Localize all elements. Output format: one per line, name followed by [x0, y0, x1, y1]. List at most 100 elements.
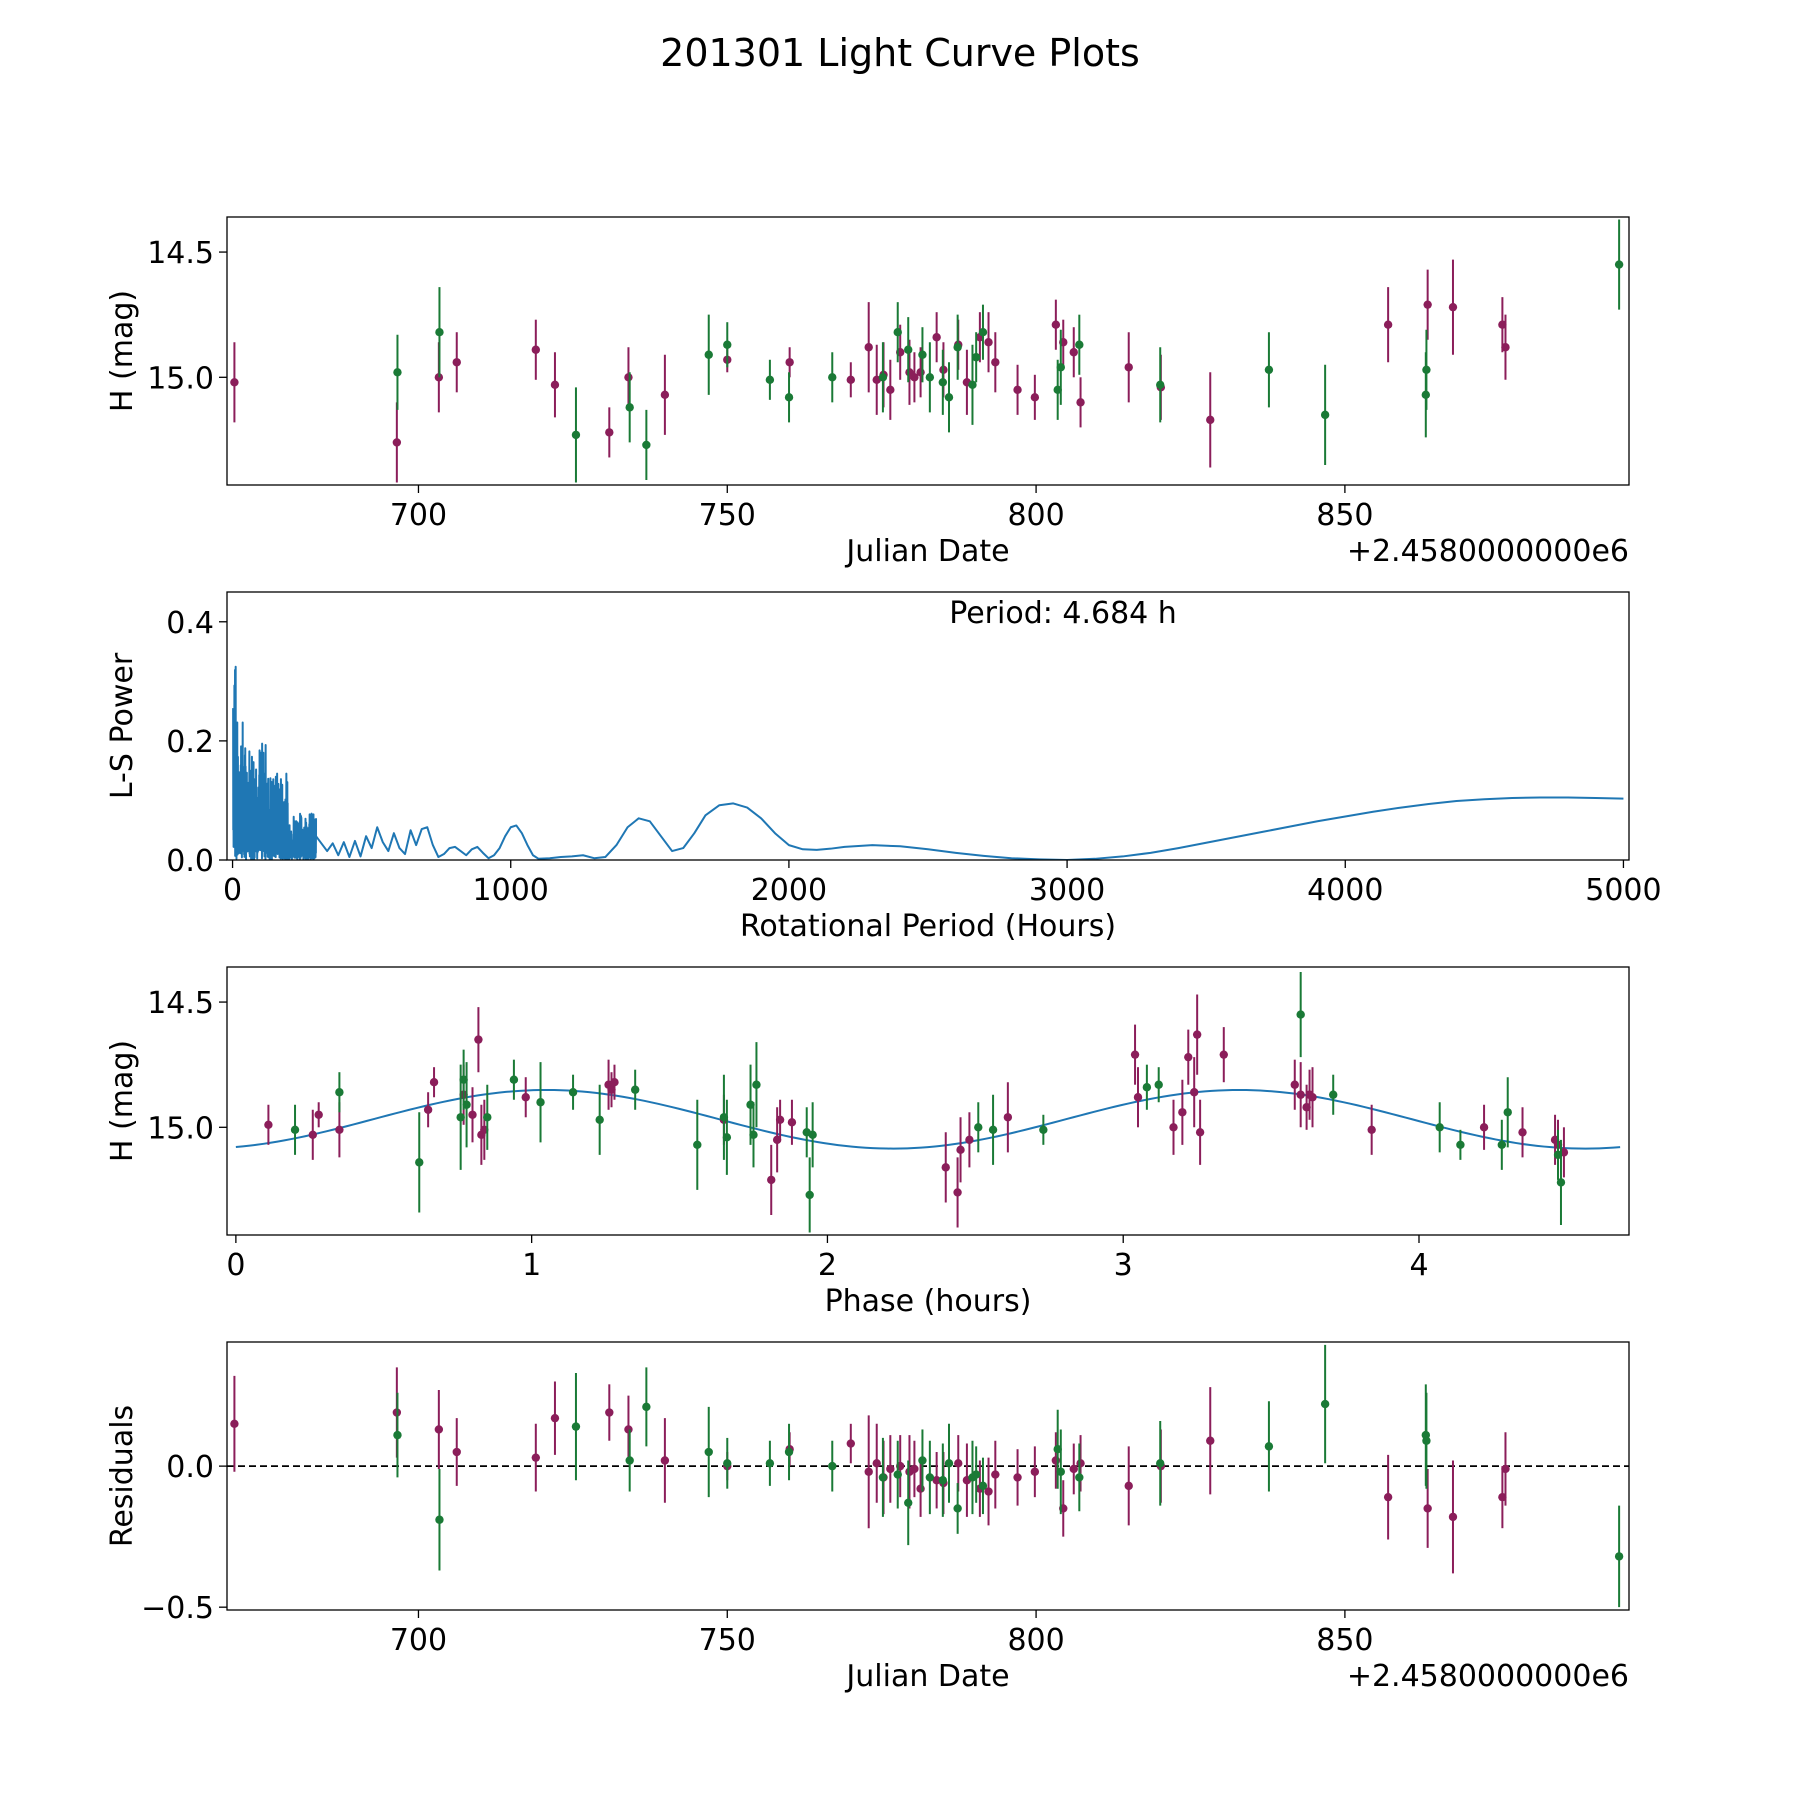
- data-point: [918, 350, 927, 359]
- data-point: [1422, 1436, 1431, 1445]
- data-point: [531, 1453, 541, 1462]
- data-point: [846, 1439, 855, 1448]
- x-tick-label: 750: [699, 1623, 756, 1658]
- figure-title: 201301 Light Curve Plots: [660, 31, 1140, 75]
- data-point: [462, 1100, 471, 1109]
- data-point: [956, 1145, 965, 1155]
- x-axis-label: Rotational Period (Hours): [740, 909, 1116, 944]
- data-point: [991, 1470, 1000, 1479]
- data-point: [1501, 343, 1510, 352]
- data-point: [932, 333, 941, 342]
- data-point: [1069, 1464, 1078, 1474]
- data-point: [595, 1115, 604, 1124]
- y-tick-label: 0.4: [166, 606, 214, 641]
- data-point: [925, 1473, 935, 1482]
- data-point: [435, 1515, 444, 1524]
- data-point: [660, 390, 670, 400]
- x-tick-label: 1000: [473, 873, 549, 908]
- data-point: [910, 373, 919, 382]
- data-point: [625, 403, 634, 412]
- data-point: [878, 1473, 888, 1482]
- data-point: [878, 373, 888, 382]
- series-band-B: [393, 219, 1624, 483]
- y-tick-label: 14.5: [147, 236, 214, 271]
- data-point: [230, 378, 239, 387]
- data-point: [1308, 1093, 1317, 1102]
- x-tick-label: 1: [522, 1248, 541, 1283]
- data-point: [393, 1430, 402, 1440]
- data-point: [1290, 1080, 1299, 1089]
- data-point: [1479, 1123, 1489, 1132]
- periodogram-line: [232, 665, 1624, 860]
- data-point: [660, 1456, 670, 1465]
- data-point: [423, 1105, 433, 1114]
- data-point: [483, 1113, 492, 1122]
- data-point: [1456, 1140, 1465, 1150]
- data-point: [605, 428, 614, 437]
- data-point: [944, 393, 954, 402]
- data-point: [864, 1467, 873, 1476]
- data-point: [1051, 1456, 1061, 1465]
- x-tick-label: 2: [818, 1248, 837, 1283]
- data-point: [625, 1456, 634, 1465]
- data-point: [904, 345, 913, 354]
- data-point: [932, 1476, 941, 1485]
- data-point: [864, 343, 873, 352]
- data-point: [335, 1088, 344, 1097]
- plot-frame: [226, 216, 1630, 486]
- data-point: [264, 1120, 273, 1129]
- data-point: [784, 393, 794, 402]
- data-point: [1320, 1399, 1330, 1409]
- data-point: [568, 1088, 578, 1097]
- data-point: [1219, 1050, 1228, 1059]
- y-tick-label: 0.2: [166, 725, 214, 760]
- data-point: [1423, 1504, 1432, 1513]
- data-point: [1503, 1108, 1512, 1117]
- data-point: [630, 1085, 640, 1094]
- data-point: [784, 1447, 794, 1457]
- data-point: [308, 1130, 317, 1140]
- data-layer: [264, 972, 1569, 1233]
- data-point: [456, 1113, 465, 1122]
- data-point: [941, 1163, 950, 1172]
- data-point: [1076, 398, 1085, 407]
- data-point: [968, 380, 977, 390]
- data-point: [765, 375, 775, 385]
- x-tick-label: 3000: [1029, 873, 1105, 908]
- data-point: [722, 1133, 732, 1142]
- data-point: [749, 1130, 758, 1140]
- data-point: [335, 1125, 344, 1135]
- data-point: [846, 375, 855, 385]
- data-point: [624, 1425, 633, 1434]
- data-point: [974, 1123, 983, 1132]
- panel-residuals: 700 750 800 850 −0.5 0.0 Julian Date Residuals +…: [105, 1341, 1630, 1694]
- data-point: [393, 368, 402, 377]
- data-point: [1556, 1178, 1566, 1187]
- x-tick-label: 5000: [1585, 873, 1661, 908]
- data-point: [452, 358, 461, 367]
- data-point: [1154, 1080, 1163, 1089]
- data-point: [290, 1125, 300, 1135]
- data-point: [954, 1459, 963, 1468]
- data-point: [886, 385, 895, 395]
- series-band-A: [264, 994, 1569, 1228]
- data-point: [984, 1487, 993, 1496]
- data-point: [1130, 1050, 1140, 1059]
- data-point: [1156, 380, 1165, 390]
- data-point: [765, 1459, 775, 1468]
- data-point: [434, 1425, 444, 1434]
- data-point: [693, 1140, 702, 1150]
- x-tick-label: 850: [1316, 498, 1373, 533]
- data-point: [988, 1125, 998, 1135]
- data-point: [767, 1175, 776, 1185]
- y-tick-label: 14.5: [147, 986, 214, 1021]
- data-point: [1003, 1113, 1013, 1122]
- data-point: [435, 328, 444, 337]
- data-point: [808, 1130, 817, 1140]
- data-point: [1075, 1473, 1084, 1482]
- data-point: [624, 373, 633, 382]
- data-point: [910, 1464, 919, 1474]
- data-point: [531, 345, 541, 354]
- data-point: [704, 350, 713, 359]
